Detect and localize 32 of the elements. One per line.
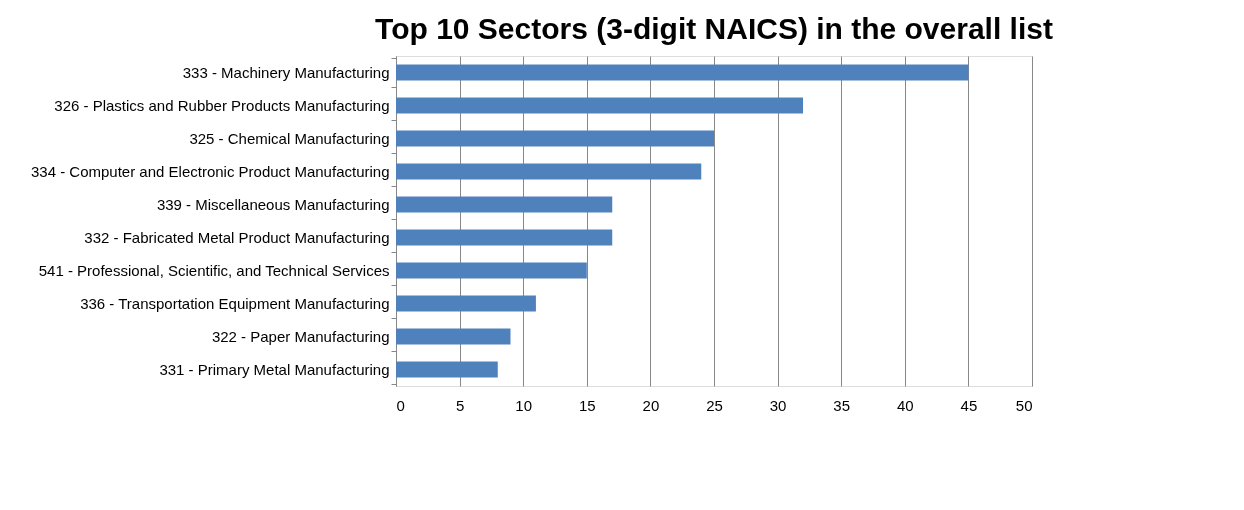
y-tick-label: 339 - Miscellaneous Manufacturing xyxy=(156,196,390,213)
bar xyxy=(396,130,714,147)
x-tick-label: 50 xyxy=(1015,396,1033,414)
x-tick-label: 30 xyxy=(769,396,787,414)
y-tick-label: 325 - Chemical Manufacturing xyxy=(189,130,390,147)
x-tick-label: 25 xyxy=(706,396,723,414)
y-tick-label: 331 - Primary Metal Manufacturing xyxy=(159,361,390,378)
x-tick-label: 20 xyxy=(642,396,660,414)
y-tick-label: 336 - Transportation Equipment Manufacturing xyxy=(80,295,390,312)
bar xyxy=(396,64,969,81)
x-tick-label: 45 xyxy=(960,396,978,414)
y-tick-label: 322 - Paper Manufacturing xyxy=(211,328,390,345)
chart-title: Top 10 Sectors (3-digit NAICS) in the overall list xyxy=(375,12,1053,45)
x-tick-label: 40 xyxy=(896,396,914,414)
bar xyxy=(396,229,613,246)
x-tick-label: 0 xyxy=(396,396,405,414)
x-tick-label: 5 xyxy=(455,396,465,414)
bar xyxy=(396,262,587,279)
bar xyxy=(396,196,613,213)
y-tick-label: 332 - Fabricated Metal Product Manufacturing xyxy=(84,229,390,246)
bar xyxy=(396,361,498,378)
x-tick-label: 10 xyxy=(515,396,533,414)
bar xyxy=(396,163,702,180)
y-tick-label: 334 - Computer and Electronic Product Manufacturing xyxy=(30,163,390,180)
y-tick-label: 541 - Professional, Scientific, and Technical Services xyxy=(38,262,390,279)
bar xyxy=(396,295,536,312)
y-tick-label: 333 - Machinery Manufacturing xyxy=(182,64,390,81)
x-tick-label: 35 xyxy=(833,396,851,414)
x-tick-label: 15 xyxy=(578,396,596,414)
bar xyxy=(396,328,511,345)
y-tick-label: 326 - Plastics and Rubber Products Manufacturing xyxy=(54,97,390,114)
bar xyxy=(396,97,804,114)
